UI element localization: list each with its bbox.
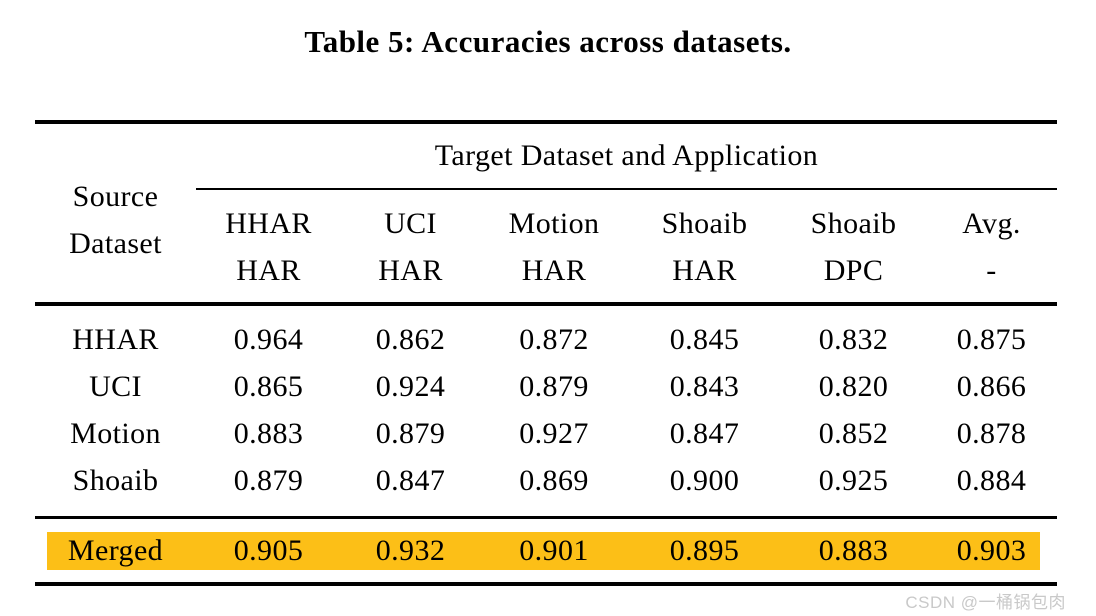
target-span-header: Target Dataset and Application — [434, 139, 819, 172]
column-header-avg: Avg. - — [926, 200, 1057, 302]
value-cell: 0.924 — [375, 370, 446, 403]
table-caption: Table 5: Accuracies across datasets. — [304, 24, 792, 59]
column-header-line: Avg. — [962, 207, 1021, 240]
source-header-line2: Dataset — [69, 227, 162, 260]
value-cell: 0.900 — [669, 464, 740, 497]
column-header-hhar-har: HHAR HAR — [196, 200, 341, 302]
value-cell: 0.879 — [519, 370, 589, 403]
source-dataset-header: Source Dataset — [35, 124, 196, 302]
table-row-motion: Motion 0.883 0.879 0.927 0.847 0.852 0.8… — [35, 410, 1057, 457]
value-cell: 0.879 — [233, 464, 304, 497]
column-header-motion-har: Motion HAR — [480, 200, 628, 302]
value-cell: 0.875 — [956, 323, 1027, 356]
value-cell: 0.845 — [669, 323, 740, 356]
column-header-line: UCI — [384, 207, 437, 240]
value-cell: 0.883 — [233, 417, 304, 450]
column-header-line: HHAR — [225, 207, 312, 240]
value-cell: 0.872 — [519, 323, 589, 356]
value-cell: 0.820 — [818, 370, 889, 403]
value-cell: 0.901 — [519, 534, 589, 567]
value-cell: 0.847 — [669, 417, 740, 450]
table-header: Source Dataset Target Dataset and Applic… — [35, 124, 1057, 302]
value-cell: 0.879 — [375, 417, 446, 450]
bottom-rule — [35, 582, 1057, 586]
value-cell: 0.883 — [818, 534, 889, 567]
value-cell: 0.852 — [818, 417, 889, 450]
header-body-rule — [35, 302, 1057, 306]
table-body: HHAR 0.964 0.862 0.872 0.845 0.832 0.875… — [35, 316, 1057, 504]
column-header-uci-har: UCI HAR — [341, 200, 480, 302]
row-label: Motion — [70, 417, 161, 450]
value-cell: 0.964 — [233, 323, 304, 356]
value-cell: 0.832 — [818, 323, 889, 356]
table-row-hhar: HHAR 0.964 0.862 0.872 0.845 0.832 0.875 — [35, 316, 1057, 363]
column-header-shoaib-dpc: Shoaib DPC — [781, 200, 926, 302]
accuracy-table: Source Dataset Target Dataset and Applic… — [35, 120, 1057, 586]
column-header-line: HAR — [521, 254, 587, 287]
row-label: Merged — [67, 534, 164, 567]
value-cell: 0.847 — [375, 464, 446, 497]
value-cell: 0.866 — [956, 370, 1027, 403]
value-cell: 0.895 — [669, 534, 740, 567]
value-cell: 0.878 — [956, 417, 1027, 450]
value-cell: 0.905 — [233, 534, 304, 567]
column-header-line: HAR — [378, 254, 443, 287]
column-header-line: HAR — [672, 254, 737, 287]
column-header-line: Shoaib — [810, 207, 897, 240]
row-label: HHAR — [72, 323, 159, 356]
source-header-line1: Source — [72, 180, 159, 213]
value-cell: 0.932 — [375, 534, 446, 567]
column-header-line: - — [986, 254, 997, 287]
column-headers: HHAR HAR UCI HAR Motion HAR Shoaib HAR S… — [196, 190, 1057, 302]
table-row-uci: UCI 0.865 0.924 0.879 0.843 0.820 0.866 — [35, 363, 1057, 410]
value-cell: 0.862 — [375, 323, 446, 356]
table-row-shoaib: Shoaib 0.879 0.847 0.869 0.900 0.925 0.8… — [35, 457, 1057, 504]
value-cell: 0.925 — [818, 464, 889, 497]
value-cell: 0.843 — [669, 370, 740, 403]
merged-row: Merged 0.905 0.932 0.901 0.895 0.883 0.9… — [35, 532, 1057, 570]
watermark: CSDN @一桶锅包肉 — [905, 593, 1066, 612]
column-header-line: Motion — [508, 207, 600, 240]
column-header-line: Shoaib — [661, 207, 748, 240]
span-header-rule — [196, 188, 1057, 190]
column-header-shoaib-har: Shoaib HAR — [628, 200, 781, 302]
value-cell: 0.884 — [956, 464, 1027, 497]
row-label: Shoaib — [72, 464, 159, 497]
column-header-line: DPC — [823, 254, 884, 287]
value-cell: 0.903 — [956, 534, 1027, 567]
column-header-line: HAR — [236, 254, 301, 287]
row-label: UCI — [89, 370, 142, 403]
pre-merged-rule — [35, 516, 1057, 519]
target-header-group: Target Dataset and Application HHAR HAR … — [196, 124, 1057, 302]
value-cell: 0.927 — [519, 417, 589, 450]
value-cell: 0.869 — [519, 464, 589, 497]
value-cell: 0.865 — [233, 370, 304, 403]
top-rule — [35, 120, 1057, 124]
